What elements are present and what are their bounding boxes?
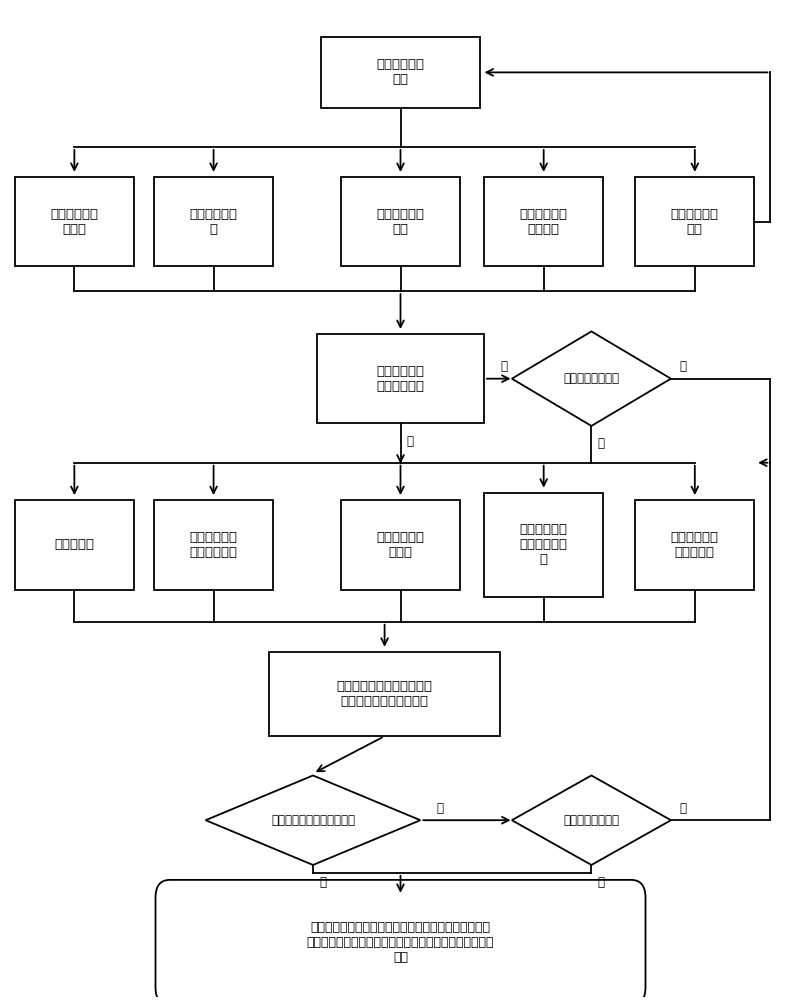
Text: 否: 否 [598,437,605,450]
Text: 判段各项操作
是否符合要求: 判段各项操作 是否符合要求 [376,365,425,393]
Text: 显示实时操作
数据: 显示实时操作 数据 [670,208,718,236]
FancyBboxPatch shape [269,652,500,736]
Polygon shape [512,331,671,426]
FancyBboxPatch shape [14,500,134,589]
Text: 是: 是 [319,876,326,889]
FancyBboxPatch shape [341,500,460,589]
FancyBboxPatch shape [154,500,273,589]
Polygon shape [512,775,671,865]
Text: 系统进入调试
状态: 系统进入调试 状态 [376,58,425,86]
FancyBboxPatch shape [321,37,480,108]
FancyBboxPatch shape [14,177,134,266]
FancyBboxPatch shape [154,177,273,266]
Text: 对测得的数据进行处理，得
出被测量的眼球的眼压值: 对测得的数据进行处理，得 出被测量的眼球的眼压值 [336,680,433,708]
Text: 是: 是 [679,360,686,373]
Text: 振镜处于初始
状态: 振镜处于初始 状态 [376,208,425,236]
FancyBboxPatch shape [484,177,603,266]
FancyBboxPatch shape [317,334,484,423]
Text: 若以上操作无误，显示测量结果，并保存数据，关闭系
统；若以上操作有误，显示调试故障或测量故障，关闭系
统。: 若以上操作无误，显示测量结果，并保存数据，关闭系 统；若以上操作有误，显示调试故… [307,921,494,964]
Text: 是: 是 [407,435,413,448]
FancyBboxPatch shape [155,880,646,1000]
Text: 反射镜上升: 反射镜上升 [54,538,95,551]
FancyBboxPatch shape [635,177,755,266]
Text: 振镜按设定轨
迹运动: 振镜按设定轨 迹运动 [376,531,425,559]
Text: 否: 否 [501,360,507,373]
Polygon shape [206,775,421,865]
Text: 判定测量数值是否符合要求: 判定测量数值是否符合要求 [271,814,355,827]
Text: 实时显示各项
数据的变化: 实时显示各项 数据的变化 [670,531,718,559]
FancyBboxPatch shape [341,177,460,266]
Text: 是否重置上步操作: 是否重置上步操作 [563,372,619,385]
Text: 否: 否 [437,802,444,815]
Text: 相机连续高速
采集数据并保
存: 相机连续高速 采集数据并保 存 [520,523,568,566]
FancyBboxPatch shape [484,493,603,597]
Text: 否: 否 [598,876,605,889]
Text: 相机启动且数
据不保存: 相机启动且数 据不保存 [520,208,568,236]
FancyBboxPatch shape [635,500,755,589]
Text: 气流喷射并记
录气压实时值: 气流喷射并记 录气压实时值 [190,531,238,559]
Text: 存储并净化气
体: 存储并净化气 体 [190,208,238,236]
Text: 是否重置上步操作: 是否重置上步操作 [563,814,619,827]
Text: 触发光源及检
测光强: 触发光源及检 测光强 [50,208,99,236]
Text: 是: 是 [679,802,686,815]
